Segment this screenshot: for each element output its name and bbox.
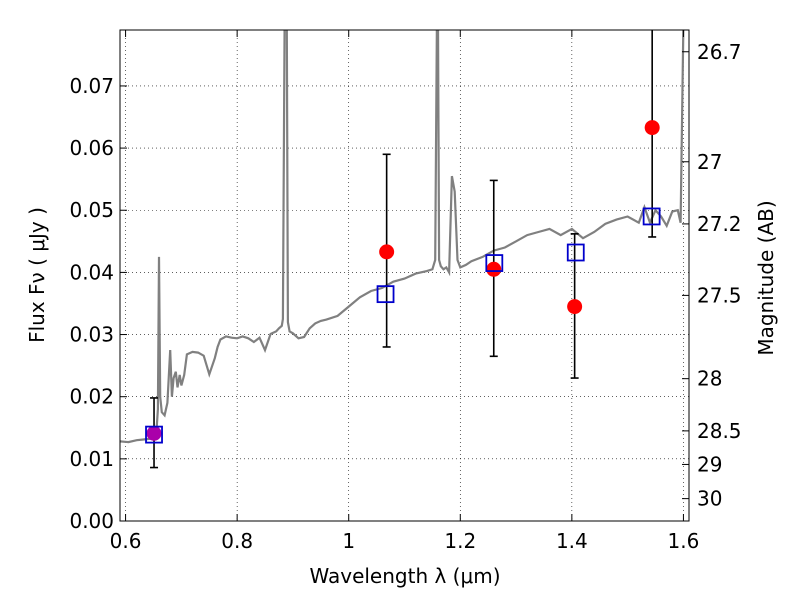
- observed-point: [486, 261, 502, 277]
- y2-tick-label: 27.5: [697, 283, 742, 307]
- x-tick-label: 1: [342, 529, 355, 553]
- y-tick-label: 0.07: [69, 74, 114, 98]
- synthetic-square: [642, 207, 661, 226]
- y2-axis-title: Magnitude (AB): [754, 200, 778, 355]
- y-tick-label: 0.00: [69, 509, 114, 533]
- y-tick-label: 0.03: [69, 323, 114, 347]
- y2-tick-label: 30: [697, 487, 722, 511]
- x-tick-label: 1.6: [668, 529, 700, 553]
- x-axis-ticks: 0.6 0.8 1 1.2 1.4 1.6: [110, 30, 700, 553]
- observed-point: [567, 299, 583, 315]
- x-tick-label: 1.2: [444, 529, 476, 553]
- y-tick-label: 0.02: [69, 385, 114, 409]
- plot-frame: [120, 30, 689, 521]
- y2-tick-label: 26.7: [697, 40, 742, 64]
- y2-tick-label: 28.5: [697, 419, 742, 443]
- observed-points: [146, 120, 660, 441]
- y2-tick-label: 28: [697, 367, 722, 391]
- y-tick-label: 0.05: [69, 198, 114, 222]
- x-tick-label: 0.6: [110, 529, 142, 553]
- plot-area: [119, 29, 690, 522]
- y-axis-ticks: 0.00 0.01 0.02 0.03 0.04 0.05 0.06 0.07: [69, 74, 127, 533]
- synthetic-square: [566, 243, 585, 262]
- observed-point: [146, 425, 162, 441]
- y-tick-label: 0.06: [69, 136, 114, 160]
- model-spectrum-line: [120, 30, 685, 444]
- plot-border: [119, 29, 690, 522]
- y2-tick-label: 27: [697, 150, 722, 174]
- y2-axis-ticks: 26.7 27 27.2 27.5 28 28.5 29 30: [682, 40, 742, 511]
- x-tick-label: 0.8: [221, 529, 253, 553]
- observed-point: [644, 120, 660, 136]
- synthetic-points: [145, 207, 661, 444]
- x-tick-label: 1.4: [556, 529, 588, 553]
- y2-tick-label: 29: [697, 452, 722, 476]
- observed-point: [379, 244, 395, 260]
- data-layer: [120, 30, 685, 469]
- synthetic-square: [485, 254, 504, 272]
- synthetic-square: [145, 425, 163, 444]
- y2-tick-label: 27.2: [697, 212, 742, 236]
- synthetic-square: [376, 285, 395, 304]
- y-tick-label: 0.04: [69, 260, 114, 284]
- y-tick-label: 0.01: [69, 447, 114, 471]
- x-axis-title: Wavelength λ (μm): [309, 564, 500, 588]
- y-axis-title: Flux Fν ( μJy ): [25, 207, 49, 343]
